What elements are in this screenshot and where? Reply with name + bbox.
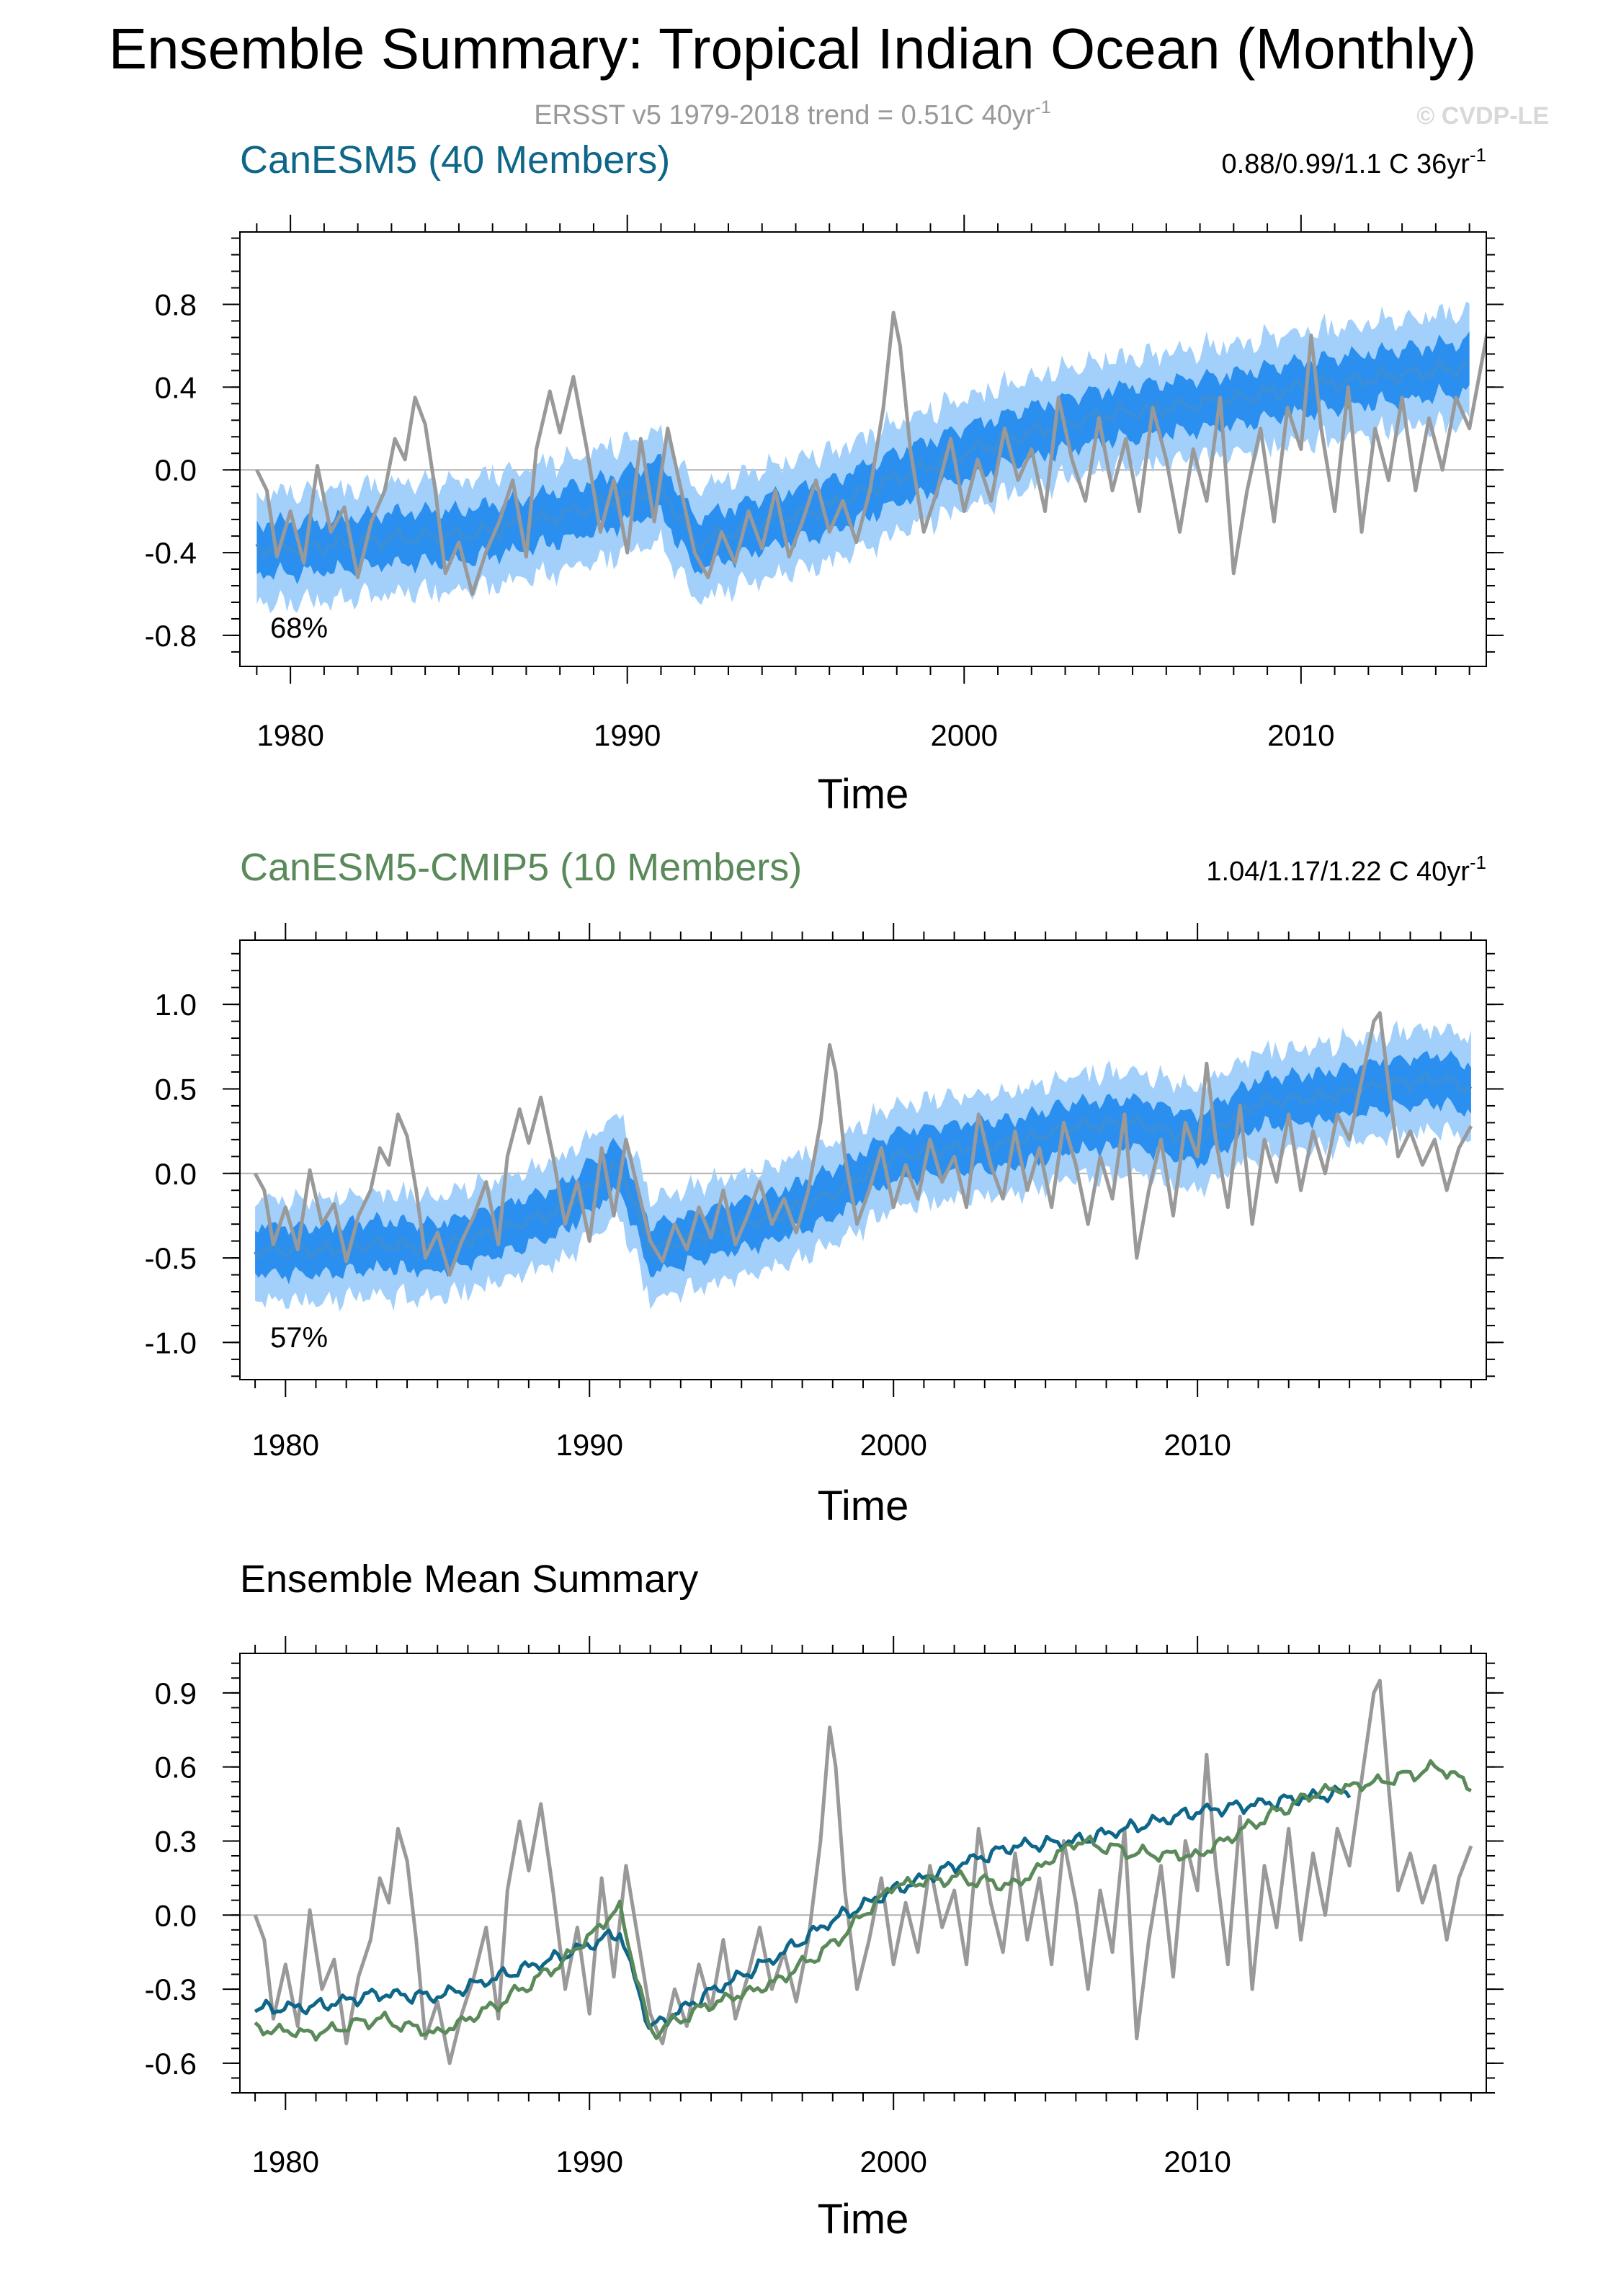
obs-trend-subtitle: ERSST v5 1979-2018 trend = 0.51C 40yr-1 <box>534 97 1051 130</box>
canesm5-mean-line <box>254 1784 1352 2030</box>
y-tick-label: 0.9 <box>155 1676 197 1710</box>
figure-title: Ensemble Summary: Tropical Indian Ocean … <box>109 17 1477 81</box>
trend-label: 1.04/1.17/1.22 C 40yr-1 <box>1206 852 1486 887</box>
y-tick-label: 0.6 <box>155 1751 197 1784</box>
plot-area <box>240 1011 1486 1312</box>
obs-line <box>255 311 1486 596</box>
plot-area <box>240 1679 1486 2065</box>
copyright-label: © CVDP-LE <box>1416 102 1549 130</box>
x-axis-title: Time <box>818 2196 909 2243</box>
obs-line <box>253 1679 1473 2065</box>
x-tick-label: 1980 <box>252 1428 319 1462</box>
panel-1: CanESM5 (40 Members) 0.88/0.99/1.1 C 36yr… <box>145 138 1504 818</box>
obs-trend-sup: -1 <box>1035 97 1051 117</box>
y-tick-label: 0.0 <box>155 453 197 487</box>
obs-line <box>253 1011 1473 1277</box>
ensemble-inner-band <box>255 1050 1471 1285</box>
axes-frame <box>239 1653 1487 2094</box>
y-tick-label: -0.8 <box>145 619 197 653</box>
panel-2: CanESM5-CMIP5 (10 Members) 1.04/1.17/1.22… <box>145 846 1504 1529</box>
x-tick-label: 1990 <box>556 1428 623 1462</box>
cmip5-mean-line <box>254 1759 1472 2042</box>
panel-3: Ensemble Mean Summary -0.6 -0.3 0.0 0.3 0.6 0.… <box>145 1558 1504 2243</box>
panel-title: Ensemble Mean Summary <box>240 1558 698 1601</box>
ensemble-mean-line <box>254 1072 1473 1261</box>
y-tick-label: -0.4 <box>145 536 197 570</box>
y-tick-label: 0.0 <box>155 1898 197 1932</box>
panel-title: CanESM5-CMIP5 (10 Members) <box>240 846 802 889</box>
x-axis-title: Time <box>818 771 909 818</box>
panels: CanESM5 (40 Members) 0.88/0.99/1.1 C 36yr… <box>145 138 1504 2243</box>
y-tick-label: -0.3 <box>145 1973 197 2006</box>
x-tick-label: 2010 <box>1164 1428 1231 1462</box>
y-tick-label: 0.5 <box>155 1072 197 1106</box>
x-tick-label: 2000 <box>931 718 998 752</box>
y-tick-label: -0.5 <box>145 1241 197 1275</box>
x-tick-label: 2010 <box>1267 718 1334 752</box>
y-tick-label: 0.0 <box>155 1157 197 1191</box>
y-tick-label: 1.0 <box>155 988 197 1022</box>
ensemble-mean-line <box>255 355 1470 560</box>
x-tick-label: 1980 <box>252 2145 319 2179</box>
panel-title: CanESM5 (40 Members) <box>240 138 670 182</box>
y-tick-label: -1.0 <box>145 1326 197 1359</box>
y-tick-label: 0.3 <box>155 1824 197 1858</box>
x-tick-label: 2010 <box>1164 2145 1231 2179</box>
y-tick-label: 0.8 <box>155 288 197 322</box>
x-tick-label: 1990 <box>556 2145 623 2179</box>
trend-label: 0.88/0.99/1.1 C 36yr-1 <box>1222 144 1486 179</box>
x-tick-label: 2000 <box>859 2145 926 2179</box>
obs-trend-text: ERSST v5 1979-2018 trend = 0.51C 40yr <box>534 100 1035 130</box>
y-tick-label: -0.6 <box>145 2047 197 2081</box>
x-tick-label: 1980 <box>256 718 323 752</box>
percent-label: 68% <box>270 612 328 644</box>
y-tick-label: 0.4 <box>155 370 197 404</box>
percent-label: 57% <box>270 1322 328 1354</box>
plot-area <box>240 301 1486 614</box>
x-tick-label: 1990 <box>594 718 661 752</box>
x-axis-title: Time <box>818 1483 909 1529</box>
x-tick-label: 2000 <box>859 1428 926 1462</box>
